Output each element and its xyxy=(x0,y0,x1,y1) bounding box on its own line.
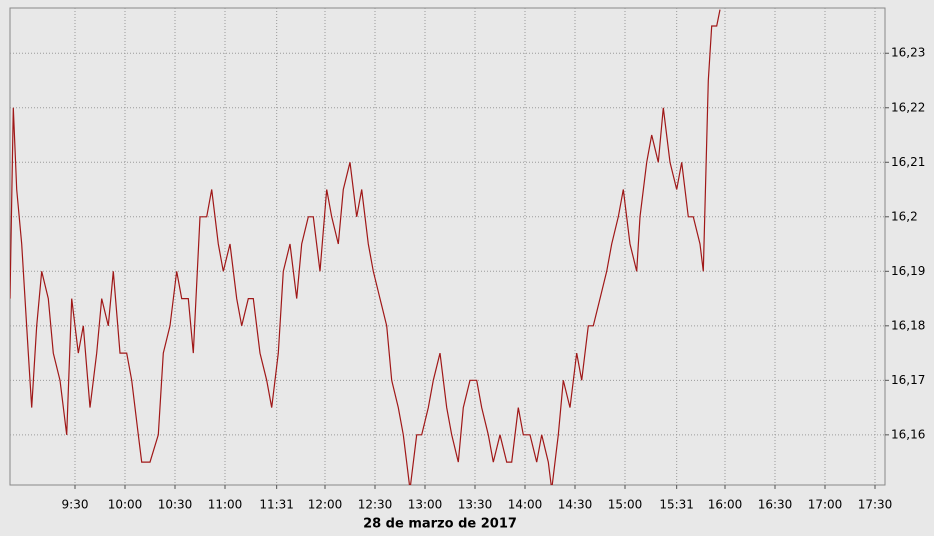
y-tick-label: 16,19 xyxy=(891,264,925,278)
x-tick-label: 16:30 xyxy=(758,498,793,512)
x-axis-title: 28 de marzo de 2017 xyxy=(363,517,517,532)
x-tick-label: 15:00 xyxy=(608,498,643,512)
x-tick-label: 11:00 xyxy=(208,498,243,512)
y-tick-label: 16,21 xyxy=(891,155,925,169)
y-tick-label: 16,17 xyxy=(891,373,925,387)
y-tick-label: 16,16 xyxy=(891,427,925,441)
x-tick-label: 14:30 xyxy=(558,498,593,512)
x-tick-label: 12:30 xyxy=(358,498,393,512)
y-tick-label: 16,18 xyxy=(891,318,925,332)
y-tick-label: 16,22 xyxy=(891,100,925,114)
x-tick-label: 13:00 xyxy=(408,498,443,512)
x-tick-label: 16:00 xyxy=(708,498,743,512)
x-tick-label: 13:30 xyxy=(458,498,493,512)
x-tick-label: 11:31 xyxy=(259,498,294,512)
x-tick-label: 17:00 xyxy=(808,498,843,512)
x-tick-label: 10:30 xyxy=(158,498,193,512)
x-tick-label: 17:30 xyxy=(858,498,893,512)
y-tick-label: 16,2 xyxy=(891,209,918,223)
plot-area xyxy=(9,7,886,486)
x-tick-label: 10:00 xyxy=(108,498,143,512)
x-tick-label: 15:31 xyxy=(659,498,694,512)
x-tick-label: 12:00 xyxy=(308,498,343,512)
x-tick-label: 14:00 xyxy=(508,498,543,512)
y-tick-label: 16,23 xyxy=(891,46,925,60)
price-line xyxy=(10,9,721,485)
x-tick-label: 9:30 xyxy=(62,498,89,512)
